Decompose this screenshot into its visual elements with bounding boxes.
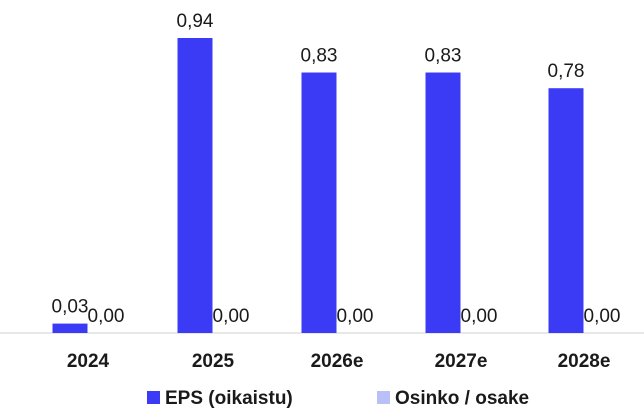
legend-swatch-eps	[147, 391, 160, 404]
category-label-2028e: 2028e	[558, 351, 611, 372]
value-label-dividend-2026e: 0,00	[337, 306, 374, 327]
value-label-dividend-2028e: 0,00	[584, 306, 621, 327]
category-label-2026e: 2026e	[311, 351, 364, 372]
value-label-eps-2028e: 0,78	[548, 61, 585, 82]
bar-eps-2024	[52, 323, 88, 333]
category-label-2024: 2024	[67, 351, 110, 372]
category-label-2027e: 2027e	[435, 351, 488, 372]
value-label-eps-2024: 0,03	[52, 297, 89, 318]
value-label-dividend-2024: 0,00	[88, 306, 125, 327]
legend-label-eps: EPS (oikaistu)	[165, 388, 293, 409]
bar-eps-2026e	[301, 72, 337, 334]
category-label-2025: 2025	[192, 351, 235, 372]
legend-swatch-dividend	[377, 391, 390, 404]
bar-eps-2028e	[548, 88, 584, 333]
legend: EPS (oikaistu) Osinko / osake	[147, 388, 529, 409]
value-label-eps-2027e: 0,83	[425, 46, 462, 67]
value-label-dividend-2025: 0,00	[213, 306, 250, 327]
value-label-eps-2025: 0,94	[177, 11, 214, 32]
legend-label-dividend: Osinko / osake	[395, 388, 529, 409]
value-label-dividend-2027e: 0,00	[461, 306, 498, 327]
value-label-eps-2026e: 0,83	[301, 46, 338, 67]
bar-eps-2025	[177, 38, 213, 333]
bar-eps-2027e	[425, 72, 461, 334]
